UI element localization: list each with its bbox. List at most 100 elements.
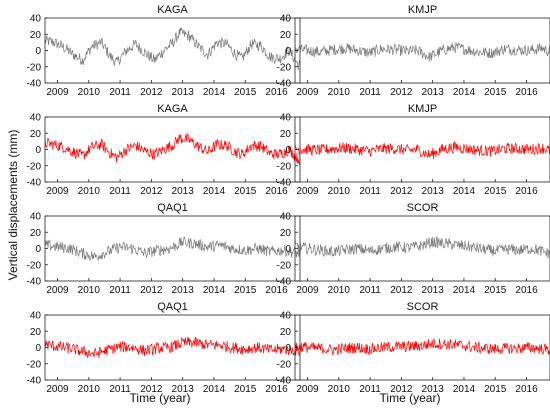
panel-3: KAGA -40 -20 0 20 40 2009 2010 2011 2012 2013 2014 2… — [27, 103, 301, 197]
y-tick-label: 40 — [280, 113, 292, 124]
series-line-1 — [45, 133, 300, 165]
panel-title: KMJP — [408, 103, 437, 115]
x-tick-label: 2016 — [515, 87, 538, 98]
x-tick-label: 2010 — [78, 186, 101, 197]
x-tick-label: 2013 — [422, 186, 445, 197]
panel-1: KAGA -40 -20 0 20 40 2009 2010 2011 2012 2013 2014 2… — [27, 4, 301, 98]
x-tick-label: 2013 — [422, 285, 445, 296]
series-line-1 — [295, 338, 550, 356]
x-tick-label: 2014 — [203, 87, 226, 98]
x-tick-label: 2014 — [453, 87, 476, 98]
x-tick-label: 2010 — [328, 186, 351, 197]
y-axis-label: Vertical displacements (mm) — [6, 130, 20, 281]
y-tick-label: -20 — [27, 62, 42, 73]
x-tick-label: 2016 — [515, 186, 538, 197]
x-tick-label: 2011 — [359, 285, 381, 296]
x-tick-label: 2012 — [390, 384, 413, 395]
y-tick-label: -20 — [27, 161, 42, 172]
x-tick-label: 2015 — [484, 186, 507, 197]
series-line-1 — [295, 42, 550, 62]
y-tick-label: 20 — [30, 327, 42, 338]
x-tick-label: 2012 — [140, 87, 163, 98]
x-tick-label: 2009 — [296, 87, 319, 98]
y-tick-label: -40 — [27, 376, 42, 387]
panel-2: KMJP -40 -20 0 20 40 2009 2010 2011 2012 2013 2014 2… — [277, 4, 550, 98]
x-tick-label: 2009 — [296, 384, 319, 395]
y-tick-label: 20 — [280, 30, 292, 41]
x-tick-label: 2010 — [78, 285, 101, 296]
x-tick-label: 2016 — [515, 384, 538, 395]
panel-title: QAQ1 — [157, 202, 188, 214]
x-tick-label: 2016 — [265, 186, 288, 197]
x-tick-label: 2011 — [359, 384, 381, 395]
y-tick-label: 40 — [30, 113, 42, 124]
x-tick-label: 2016 — [515, 285, 538, 296]
series-line-1 — [45, 236, 300, 261]
x-tick-label: 2011 — [109, 186, 131, 197]
panel-title: KMJP — [408, 4, 437, 16]
y-tick-label: 0 — [285, 343, 291, 354]
y-tick-label: -40 — [27, 277, 42, 288]
x-tick-label: 2015 — [484, 384, 507, 395]
y-tick-label: 0 — [35, 46, 41, 57]
series-line-1 — [45, 336, 300, 359]
x-tick-label: 2011 — [109, 384, 131, 395]
x-tick-label: 2012 — [140, 285, 163, 296]
x-tick-label: 2014 — [453, 285, 476, 296]
panel-7: QAQ1 -40 -20 0 20 40 2009 2010 2011 2012 2013 2014 2… — [27, 301, 301, 395]
y-tick-label: 40 — [30, 14, 42, 25]
x-tick-label: 2010 — [328, 87, 351, 98]
x-tick-label: 2011 — [359, 186, 381, 197]
x-tick-label: 2012 — [140, 186, 163, 197]
y-tick-label: -40 — [277, 376, 292, 387]
y-tick-label: 0 — [285, 145, 291, 156]
x-tick-label: 2013 — [172, 285, 195, 296]
x-tick-label: 2010 — [78, 384, 101, 395]
y-tick-label: -40 — [27, 79, 42, 90]
x-tick-label: 2009 — [296, 186, 319, 197]
panel-title: SCOR — [407, 301, 439, 313]
x-tick-label: 2014 — [203, 186, 226, 197]
x-tick-label: 2015 — [234, 87, 257, 98]
panel-title: SCOR — [407, 202, 439, 214]
x-tick-label: 2014 — [203, 384, 226, 395]
x-tick-label: 2009 — [46, 87, 69, 98]
y-tick-label: 0 — [285, 46, 291, 57]
y-tick-label: -20 — [277, 161, 292, 172]
chart-panels: KAGA -40 -20 0 20 40 2009 2010 2011 2012 2013 2014 2… — [27, 4, 550, 395]
x-tick-label: 2013 — [422, 384, 445, 395]
y-tick-label: -40 — [277, 79, 292, 90]
y-tick-label: 40 — [280, 212, 292, 223]
x-tick-label: 2010 — [78, 87, 101, 98]
x-tick-label: 2011 — [109, 285, 131, 296]
x-tick-label: 2016 — [265, 384, 288, 395]
x-tick-label: 2014 — [453, 384, 476, 395]
y-tick-label: 0 — [285, 244, 291, 255]
series-line-1 — [45, 27, 300, 71]
y-tick-label: -40 — [277, 277, 292, 288]
panel-5: QAQ1 -40 -20 0 20 40 2009 2010 2011 2012 2013 2014 2… — [27, 202, 301, 296]
x-tick-label: 2015 — [234, 186, 257, 197]
x-tick-label: 2013 — [172, 186, 195, 197]
y-tick-label: -20 — [277, 62, 292, 73]
y-tick-label: 0 — [35, 145, 41, 156]
series-line-1 — [295, 236, 550, 259]
x-tick-label: 2010 — [328, 285, 351, 296]
x-tick-label: 2015 — [484, 285, 507, 296]
y-tick-label: 20 — [30, 129, 42, 140]
plot-frame — [294, 314, 550, 381]
x-tick-label: 2014 — [453, 186, 476, 197]
x-tick-label: 2013 — [172, 87, 195, 98]
series-line-1 — [295, 140, 550, 160]
y-tick-label: 40 — [280, 14, 292, 25]
x-tick-label: 2016 — [265, 87, 288, 98]
y-tick-label: 0 — [35, 244, 41, 255]
y-tick-label: -20 — [27, 359, 42, 370]
x-tick-label: 2015 — [234, 285, 257, 296]
y-tick-label: 20 — [280, 327, 292, 338]
y-tick-label: 20 — [280, 129, 292, 140]
panel-4: KMJP -40 -20 0 20 40 2009 2010 2011 2012 2013 2014 2… — [277, 103, 550, 197]
x-tick-label: 2009 — [296, 285, 319, 296]
panel-title: KAGA — [157, 4, 188, 16]
plot-frame — [294, 116, 550, 183]
